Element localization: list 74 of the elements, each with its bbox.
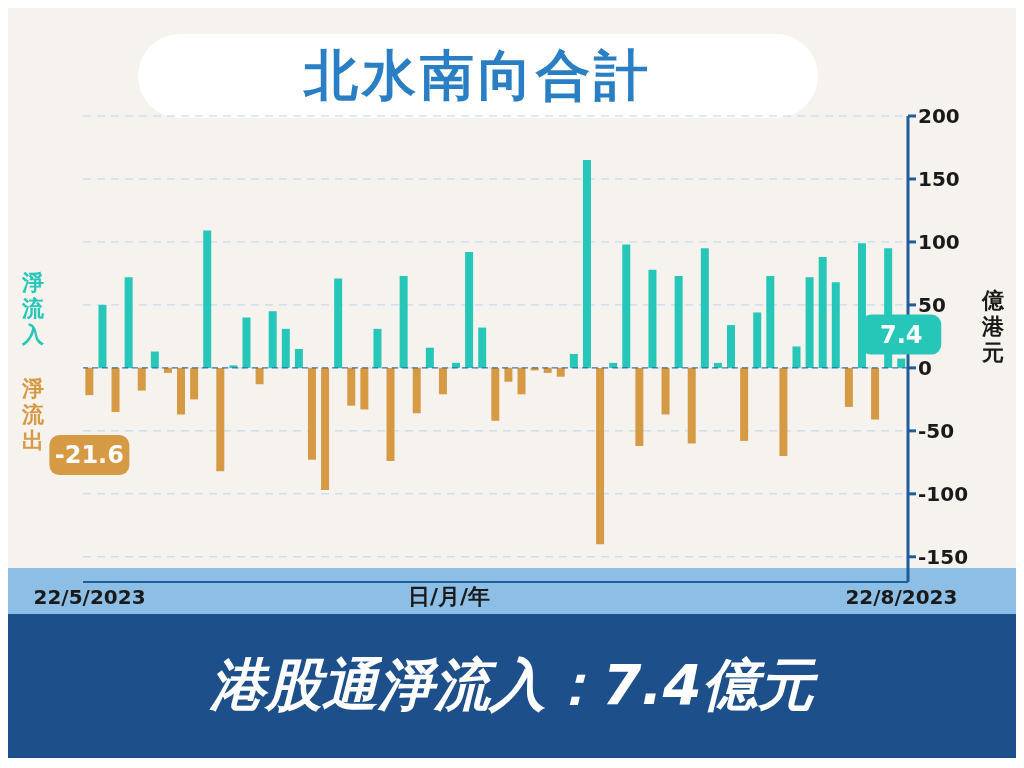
x-tick-label: 22/5/2023 — [33, 585, 146, 610]
bar — [556, 367, 565, 377]
bar — [399, 275, 408, 368]
bar — [517, 367, 526, 395]
y-axis-title: 億港元 — [980, 288, 1005, 366]
bar — [700, 248, 709, 368]
bar — [177, 367, 186, 415]
bar — [661, 367, 670, 415]
bar — [465, 252, 474, 368]
bar — [831, 282, 840, 368]
bar — [150, 351, 159, 368]
bar — [334, 278, 343, 368]
bar — [124, 277, 133, 368]
bar — [85, 367, 94, 396]
bar — [792, 346, 801, 368]
bar — [504, 367, 513, 382]
bar — [766, 275, 775, 368]
bar — [779, 367, 788, 457]
bar — [753, 312, 762, 368]
bar — [622, 244, 631, 368]
y-tick-label: 50 — [918, 293, 946, 318]
bar — [281, 328, 290, 368]
bar — [425, 347, 434, 368]
bar — [569, 354, 578, 368]
bar — [307, 367, 316, 460]
bar — [648, 269, 657, 368]
text: 港股通淨流入：7.4億元 — [8, 614, 1016, 758]
bar — [137, 367, 146, 391]
y-tick-label: -150 — [918, 544, 969, 569]
bar — [268, 311, 277, 368]
bar — [321, 367, 330, 491]
bar — [897, 358, 906, 368]
bar — [740, 367, 749, 441]
bar — [635, 367, 644, 446]
data-label: 7.4 — [880, 320, 923, 349]
bar — [216, 367, 225, 472]
bar — [163, 367, 172, 373]
bar — [373, 328, 382, 368]
bar — [412, 367, 421, 414]
bar — [491, 367, 500, 421]
x-axis-title: 日/月/年 — [408, 583, 491, 611]
bar — [674, 275, 683, 368]
bar — [727, 325, 736, 368]
y-tick-label: -50 — [918, 418, 955, 443]
y-tick-label: 200 — [918, 104, 960, 129]
bar — [582, 160, 591, 368]
text: 淨流出 — [21, 376, 45, 454]
y-tick-label: -100 — [918, 481, 969, 506]
y-tick-label: 150 — [918, 167, 960, 192]
y-tick-label: 100 — [918, 230, 960, 255]
y-tick-label: 0 — [918, 355, 932, 380]
bar — [190, 367, 199, 400]
bar — [687, 367, 696, 444]
bar — [203, 230, 212, 368]
bar — [98, 304, 107, 368]
bar — [347, 367, 356, 406]
bar — [543, 367, 552, 373]
bar — [255, 367, 264, 385]
bar — [805, 277, 814, 368]
x-tick-label: 22/8/2023 — [845, 585, 958, 610]
bar — [478, 327, 487, 368]
bar — [713, 362, 722, 368]
bar — [844, 367, 853, 407]
bar — [242, 317, 251, 368]
bar — [818, 257, 827, 368]
bar — [294, 349, 303, 368]
bar — [596, 367, 605, 545]
bar — [111, 367, 120, 412]
bar — [871, 367, 880, 420]
text: 淨流入 — [21, 270, 45, 348]
bar — [438, 367, 447, 395]
bar — [360, 367, 369, 410]
data-label: -21.6 — [54, 441, 124, 470]
bar — [386, 367, 395, 462]
